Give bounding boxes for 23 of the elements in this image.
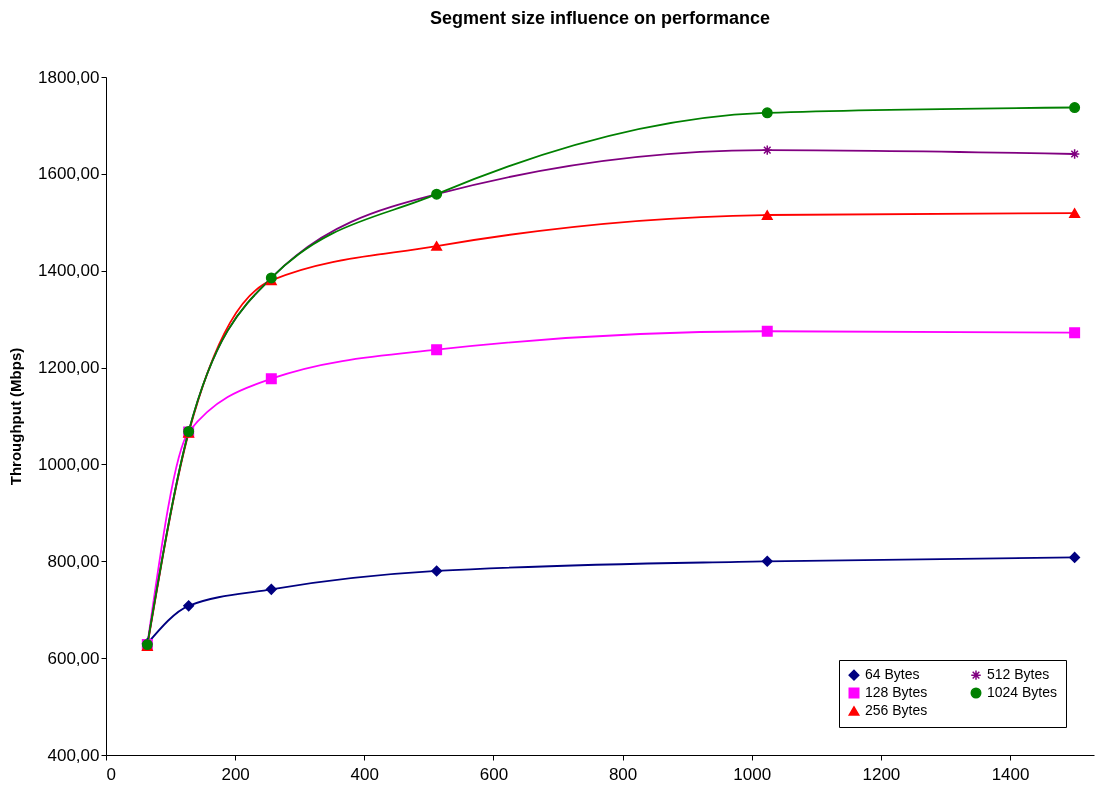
y-tick-label: 400,00 xyxy=(47,745,100,765)
x-tick-label: 1400 xyxy=(991,764,1030,784)
x-tick-label: 600 xyxy=(479,764,509,784)
x-tick-label: 1000 xyxy=(733,764,772,784)
y-axis-title: Throughput (Mbps) xyxy=(7,347,25,486)
y-tick-label: 1200,00 xyxy=(38,358,100,378)
y-tick-label: 800,00 xyxy=(47,551,100,571)
y-tick-label: 1600,00 xyxy=(38,164,100,184)
legend-label: 128 Bytes xyxy=(865,684,928,700)
legend-label: 64 Bytes xyxy=(865,666,920,683)
y-tick-label: 1400,00 xyxy=(38,261,100,281)
chart-title: Segment size influence on performance xyxy=(429,8,771,28)
legend-label: 256 Bytes xyxy=(865,702,928,718)
legend-label: 512 Bytes xyxy=(987,666,1050,683)
x-tick-label: 400 xyxy=(350,764,379,784)
legend-label: 1024 Bytes xyxy=(987,684,1058,700)
y-tick-label: 1000,00 xyxy=(38,454,100,474)
x-tick-label: 200 xyxy=(221,764,250,784)
x-tick-label: 0 xyxy=(106,764,116,784)
y-tick-label: 1800,00 xyxy=(38,67,100,87)
x-tick-label: 800 xyxy=(608,764,638,784)
x-tick-label: 1200 xyxy=(862,764,901,784)
y-tick-label: 600,00 xyxy=(47,648,100,668)
